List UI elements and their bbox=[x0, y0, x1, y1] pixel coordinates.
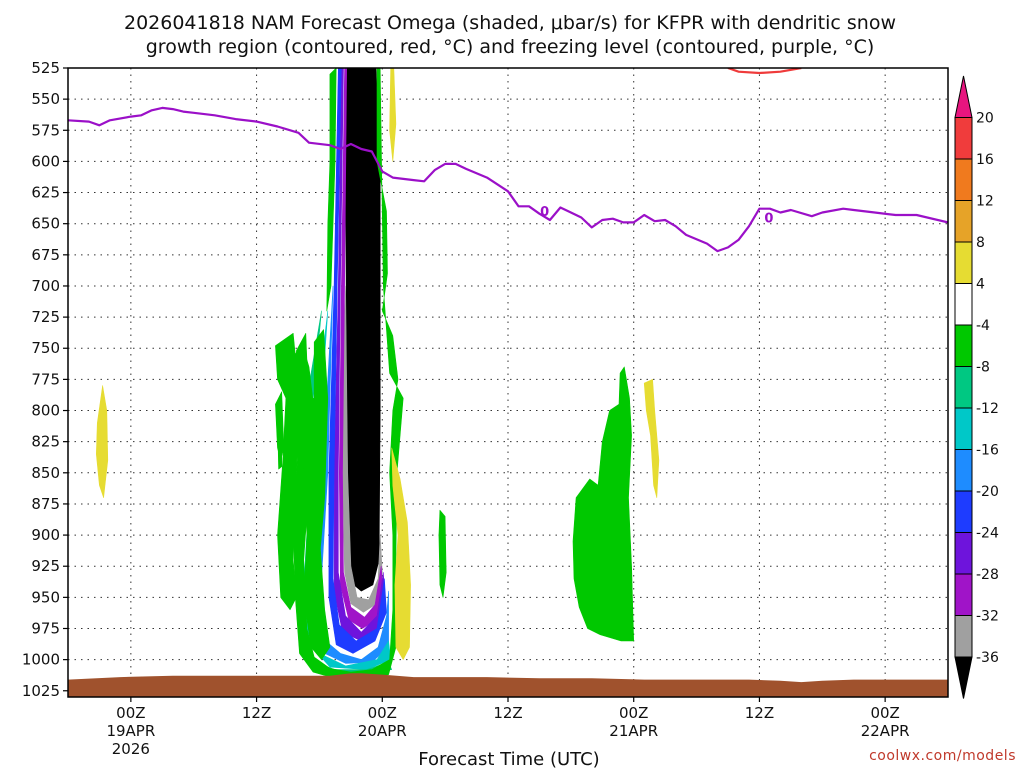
freezing-level-label: 0 bbox=[764, 211, 773, 226]
y-tick-label: 600 bbox=[31, 152, 60, 170]
x-tick-label: 22APR bbox=[861, 722, 910, 740]
omega-region bbox=[326, 68, 337, 312]
x-tick-label: 19APR bbox=[106, 722, 155, 740]
x-tick-label: 12Z bbox=[745, 704, 774, 722]
colorbar-bin bbox=[954, 490, 973, 533]
y-tick-label: 850 bbox=[31, 464, 60, 482]
x-tick-label: 12Z bbox=[242, 704, 271, 722]
colorbar-label: -20 bbox=[976, 484, 999, 500]
omega-region bbox=[389, 68, 397, 162]
colorbar-label: -24 bbox=[976, 526, 999, 542]
plot-frame bbox=[67, 67, 949, 698]
y-tick-label: 550 bbox=[31, 90, 60, 108]
y-tick-label: 1025 bbox=[22, 682, 60, 700]
terrain-surface bbox=[68, 673, 948, 697]
colorbar-label: 16 bbox=[976, 152, 994, 168]
freezing-level-contour bbox=[68, 106, 948, 253]
omega-region bbox=[96, 385, 109, 499]
y-tick-label: 1000 bbox=[22, 651, 60, 669]
colorbar-bin bbox=[954, 449, 973, 492]
colorbar-bin bbox=[954, 407, 973, 450]
colorbar-label: -32 bbox=[976, 609, 999, 625]
omega-region bbox=[345, 68, 381, 592]
x-tick-label: 00Z bbox=[870, 704, 899, 722]
colorbar-bin bbox=[954, 283, 973, 326]
terrain-fill bbox=[68, 673, 948, 697]
omega-region bbox=[328, 68, 387, 654]
colorbar-label: -12 bbox=[976, 401, 999, 417]
y-tick-label: 775 bbox=[31, 370, 60, 388]
y-tick-label: 725 bbox=[31, 308, 60, 326]
x-tick-label: 21APR bbox=[609, 722, 658, 740]
omega-region bbox=[643, 379, 660, 499]
y-tick-label: 675 bbox=[31, 246, 60, 264]
colorbar-bin bbox=[954, 158, 973, 201]
y-tick-label: 975 bbox=[31, 619, 60, 637]
y-tick-label: 825 bbox=[31, 433, 60, 451]
x-axis-label: Forecast Time (UTC) bbox=[418, 749, 599, 768]
colorbar-label: -8 bbox=[976, 360, 990, 376]
chart-title-line1: 2026041818 NAM Forecast Omega (shaded, μ… bbox=[124, 12, 896, 34]
credit-text: coolwx.com/models bbox=[869, 748, 1016, 764]
freezing-level-label: 0 bbox=[540, 205, 549, 220]
x-tick-label: 2026 bbox=[112, 740, 150, 758]
omega-region bbox=[338, 68, 384, 629]
colorbar-label: -36 bbox=[976, 650, 999, 666]
omega-region bbox=[572, 366, 635, 642]
y-tick-label: 650 bbox=[31, 215, 60, 233]
omega-region bbox=[275, 332, 300, 611]
colorbar-bin bbox=[954, 532, 973, 575]
colorbar-bin bbox=[954, 241, 973, 284]
colorbar: 20 16 12 8 4 -4 -8 -12 -16 -20 -24 -28 -32 -36 bbox=[954, 75, 999, 699]
colorbar-label: -28 bbox=[976, 567, 999, 583]
x-tick-label: 00Z bbox=[368, 704, 397, 722]
colorbar-label: 12 bbox=[976, 194, 994, 210]
omega-region bbox=[333, 68, 386, 642]
y-tick-label: 900 bbox=[31, 526, 60, 544]
colorbar-label: -4 bbox=[976, 318, 990, 334]
omega-region bbox=[291, 68, 404, 679]
y-axis-ticks: 525 550 575 600 625 650 675 700 725 750 775 800 825 8… bbox=[22, 59, 68, 700]
x-tick-label: 20APR bbox=[358, 722, 407, 740]
omega-region bbox=[342, 285, 383, 613]
colorbar-bin bbox=[954, 366, 973, 409]
y-tick-label: 625 bbox=[31, 184, 60, 202]
y-tick-label: 525 bbox=[31, 59, 60, 77]
colorbar-bin bbox=[954, 573, 973, 616]
dgz-contour bbox=[727, 68, 802, 75]
colorbar-bin bbox=[954, 324, 973, 367]
omega-shading bbox=[96, 68, 660, 679]
x-tick-label: 00Z bbox=[619, 704, 648, 722]
y-tick-label: 875 bbox=[31, 495, 60, 513]
y-tick-label: 950 bbox=[31, 588, 60, 606]
x-tick-label: 00Z bbox=[116, 704, 145, 722]
colorbar-label: -16 bbox=[976, 443, 999, 459]
colorbar-cap-bottom bbox=[954, 656, 973, 699]
omega-region bbox=[298, 397, 331, 660]
x-tick-label: 12Z bbox=[493, 704, 522, 722]
colorbar-bin bbox=[954, 200, 973, 243]
colorbar-bin bbox=[954, 615, 973, 658]
y-tick-label: 925 bbox=[31, 557, 60, 575]
omega-region bbox=[277, 403, 283, 470]
omega-region bbox=[391, 447, 411, 660]
colorbar-label: 4 bbox=[976, 277, 985, 293]
chart-title-line2: growth region (contoured, red, °C) and f… bbox=[146, 36, 875, 58]
y-tick-label: 800 bbox=[31, 402, 60, 420]
colorbar-label: 20 bbox=[976, 111, 994, 127]
colorbar-bin bbox=[954, 117, 973, 160]
y-tick-label: 750 bbox=[31, 339, 60, 357]
colorbar-cap-top bbox=[954, 75, 973, 118]
colorbar-label: 8 bbox=[976, 235, 985, 251]
grid-lines bbox=[68, 68, 948, 697]
y-tick-label: 700 bbox=[31, 277, 60, 295]
omega-region bbox=[438, 509, 447, 598]
y-tick-label: 575 bbox=[31, 121, 60, 139]
